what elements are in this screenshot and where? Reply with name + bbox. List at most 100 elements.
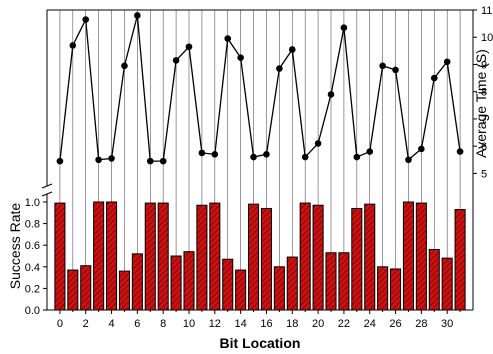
x-tick-label: 22 xyxy=(338,318,350,330)
y-left-tick-label: 0.4 xyxy=(25,262,40,274)
bar xyxy=(131,253,143,311)
x-tick-label: 10 xyxy=(183,318,195,330)
y-right-axis-title: Average Time (S) xyxy=(473,49,489,158)
bar xyxy=(325,252,337,311)
bar xyxy=(170,255,182,311)
bar xyxy=(93,201,105,311)
bar xyxy=(67,269,79,311)
axis-break-mark xyxy=(41,183,53,189)
x-tick-label: 2 xyxy=(83,318,89,330)
time-point xyxy=(159,157,167,165)
grid-layer xyxy=(59,10,461,310)
bar xyxy=(80,265,92,311)
time-point xyxy=(108,155,115,162)
time-point xyxy=(456,148,464,155)
bar xyxy=(351,207,363,311)
bar xyxy=(299,202,311,311)
time-point xyxy=(211,151,219,158)
time-point xyxy=(134,12,141,19)
bar xyxy=(377,266,389,311)
axes-layer xyxy=(41,9,477,314)
bar xyxy=(183,251,195,311)
bar xyxy=(402,201,414,311)
x-tick-label: 16 xyxy=(260,318,272,330)
bar xyxy=(196,204,208,311)
bar xyxy=(364,203,376,311)
time-point xyxy=(263,151,270,158)
time-point xyxy=(185,43,193,51)
bar xyxy=(235,269,247,311)
time-point xyxy=(366,148,374,155)
time-point xyxy=(288,46,296,53)
time-point xyxy=(237,54,244,61)
bar xyxy=(157,202,169,311)
y-right-tick-label: 5 xyxy=(481,168,487,180)
y-right-tick-label: 11 xyxy=(481,5,492,17)
bars-layer xyxy=(54,201,466,311)
time-point xyxy=(250,153,257,161)
bar xyxy=(260,207,272,311)
bar xyxy=(273,266,285,311)
time-point xyxy=(276,65,283,72)
x-tick-label: 4 xyxy=(108,318,114,330)
y-right-tick-label: 10 xyxy=(481,32,493,44)
x-tick-label: 12 xyxy=(209,318,221,330)
bar xyxy=(118,270,130,311)
time-point xyxy=(327,91,335,98)
time-point xyxy=(69,42,77,49)
y-left-tick-label: 0.8 xyxy=(25,219,40,231)
y-left-tick-label: 1.0 xyxy=(25,197,40,209)
x-tick-label: 8 xyxy=(160,318,166,330)
y-left-axis-title: Success Rate xyxy=(7,203,23,290)
time-point xyxy=(340,24,348,32)
time-point xyxy=(198,149,206,157)
time-point xyxy=(82,16,90,23)
x-tick-label: 6 xyxy=(134,318,140,330)
bar xyxy=(454,209,466,311)
time-point xyxy=(314,140,322,147)
time-point xyxy=(172,57,180,64)
bar xyxy=(390,268,402,311)
time-point xyxy=(146,157,154,165)
time-point xyxy=(379,62,386,70)
x-axis-title: Bit Location xyxy=(220,335,301,351)
bar xyxy=(312,204,324,311)
y-right-tick-label: 9 xyxy=(481,59,487,71)
time-point xyxy=(430,74,438,82)
bar xyxy=(286,256,298,311)
bar xyxy=(222,258,234,311)
bar xyxy=(248,203,260,311)
x-tick-label: 14 xyxy=(235,318,247,330)
y-right-tick-label: 7 xyxy=(481,114,487,126)
time-point xyxy=(95,156,102,164)
y-left-tick-label: 0.2 xyxy=(25,283,40,295)
x-tick-label: 28 xyxy=(415,318,427,330)
bar xyxy=(209,202,221,311)
time-point xyxy=(443,58,451,66)
time-point xyxy=(418,145,425,153)
x-tick-label: 30 xyxy=(441,318,453,330)
y-right-tick-label: 8 xyxy=(481,87,487,99)
bar xyxy=(428,249,440,311)
line-layer xyxy=(56,12,464,165)
time-point xyxy=(392,66,399,74)
bar xyxy=(144,202,156,311)
time-point xyxy=(301,153,309,161)
x-tick-label: 26 xyxy=(389,318,401,330)
y-left-tick-label: 0.0 xyxy=(25,305,40,317)
y-left-tick-label: 0.6 xyxy=(25,240,40,252)
x-tick-label: 20 xyxy=(312,318,324,330)
bar xyxy=(54,202,66,311)
time-point xyxy=(121,62,128,70)
axis-break-mark xyxy=(41,191,53,197)
x-tick-label: 24 xyxy=(364,318,376,330)
x-tick-label: 0 xyxy=(57,318,63,330)
bar xyxy=(106,201,118,311)
bar xyxy=(338,252,350,311)
time-line xyxy=(59,15,461,162)
bar xyxy=(415,202,427,311)
x-tick-label: 18 xyxy=(286,318,298,330)
y-right-tick-label: 6 xyxy=(481,141,487,153)
